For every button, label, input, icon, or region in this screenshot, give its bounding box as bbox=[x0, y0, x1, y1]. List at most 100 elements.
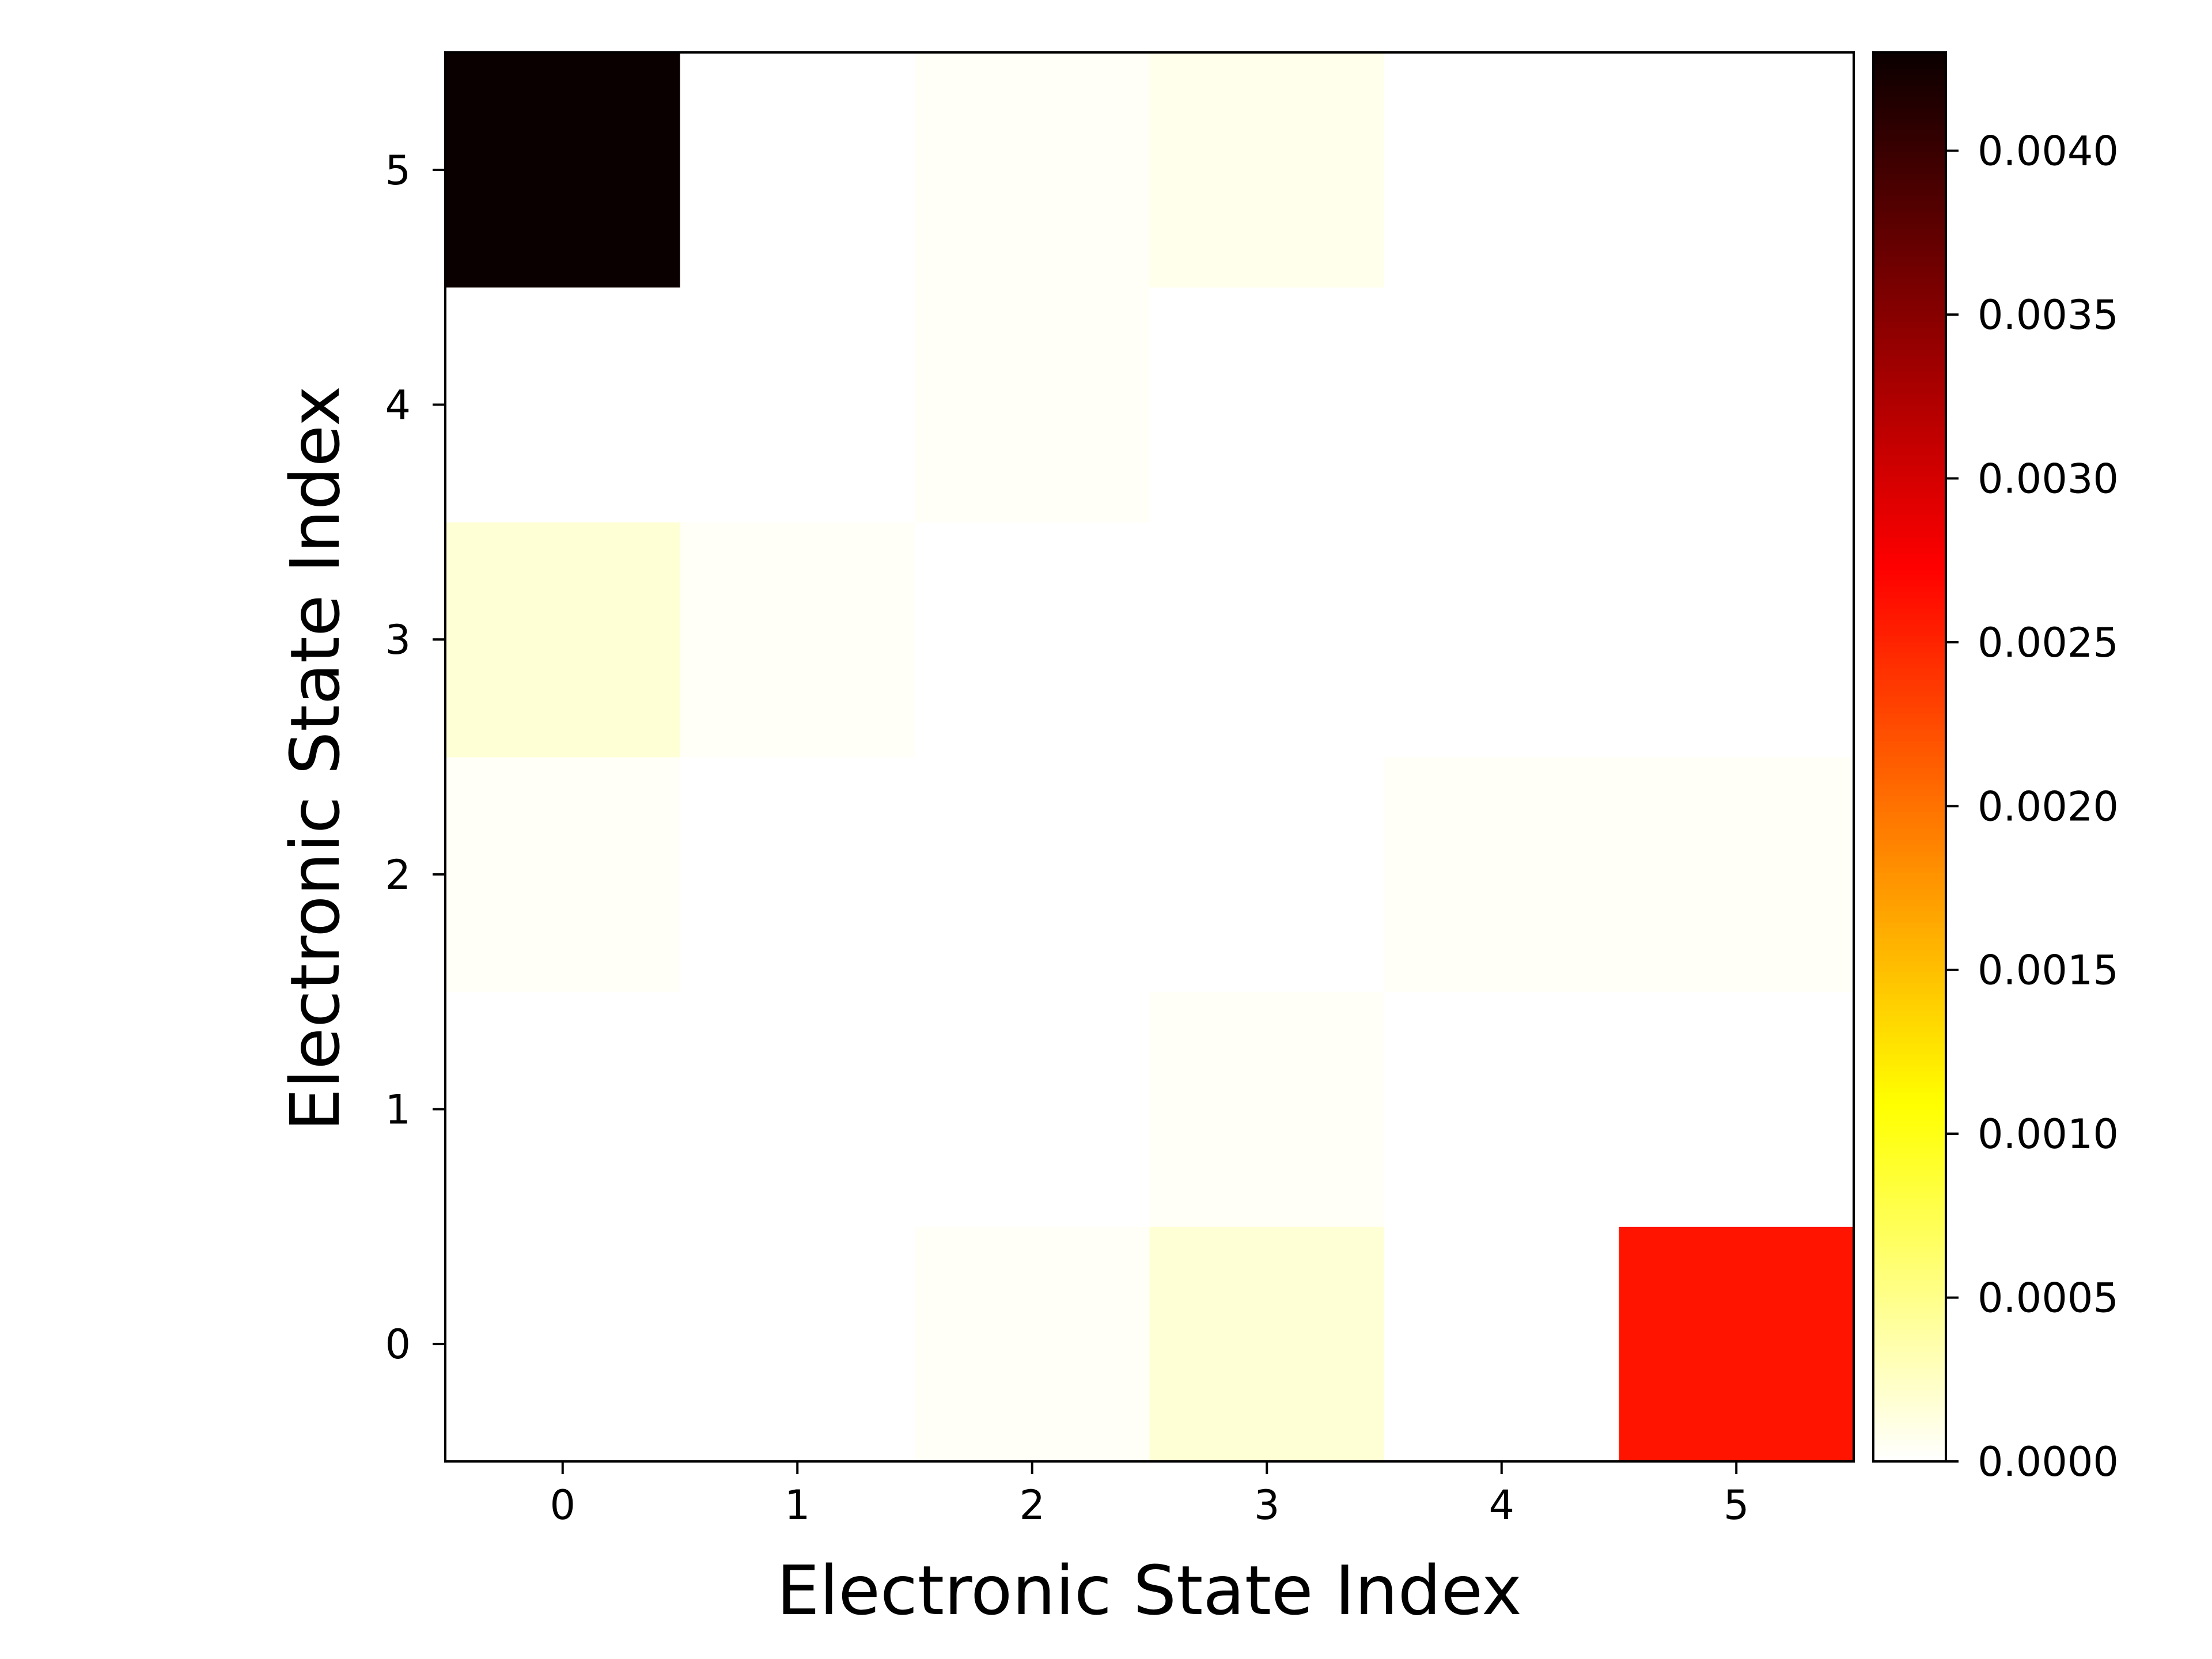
heatmap-cell-x3-y1 bbox=[1149, 991, 1385, 1227]
colorbar-segment bbox=[1873, 1279, 1946, 1286]
colorbar-segment bbox=[1873, 1131, 1946, 1137]
colorbar-segment bbox=[1873, 1081, 1946, 1088]
colorbar-segment bbox=[1873, 465, 1946, 471]
colorbar-segment bbox=[1873, 680, 1946, 686]
colorbar-segment bbox=[1873, 300, 1946, 306]
colorbar-tick-label: 0.0015 bbox=[1978, 947, 2119, 994]
heatmap-cell-x0-y0 bbox=[445, 1226, 680, 1462]
colorbar-segment bbox=[1873, 949, 1946, 956]
colorbar-segment bbox=[1873, 101, 1946, 108]
colorbar-segment bbox=[1873, 146, 1946, 152]
heatmap-cell-x4-y0 bbox=[1384, 1226, 1619, 1462]
colorbar-segment bbox=[1873, 190, 1946, 196]
colorbar-segment bbox=[1873, 1214, 1946, 1220]
colorbar-segment bbox=[1873, 960, 1946, 967]
x-tick-label: 2 bbox=[1019, 1482, 1045, 1529]
colorbar-segment bbox=[1873, 1395, 1946, 1402]
colorbar-segment bbox=[1873, 646, 1946, 653]
colorbar-segment bbox=[1873, 955, 1946, 961]
colorbar-segment bbox=[1873, 498, 1946, 505]
colorbar-segment bbox=[1873, 834, 1946, 840]
x-tick-label: 4 bbox=[1488, 1482, 1514, 1529]
colorbar-segment bbox=[1873, 179, 1946, 185]
heatmap-cell-x1-y4 bbox=[680, 287, 915, 522]
colorbar-segment bbox=[1873, 745, 1946, 752]
colorbar-segment bbox=[1873, 223, 1946, 229]
colorbar-segment bbox=[1873, 1219, 1946, 1225]
colorbar-tick-label: 0.0000 bbox=[1978, 1438, 2119, 1486]
colorbar-segment bbox=[1873, 641, 1946, 647]
colorbar-segment bbox=[1873, 916, 1946, 923]
colorbar-segment bbox=[1873, 536, 1946, 543]
heatmap-cell-x2-y2 bbox=[915, 757, 1150, 993]
colorbar-segment bbox=[1873, 1169, 1946, 1176]
colorbar-segment bbox=[1873, 1103, 1946, 1110]
heatmap-cell-x1-y2 bbox=[680, 757, 915, 993]
colorbar-segment bbox=[1873, 1153, 1946, 1160]
colorbar-segment bbox=[1873, 855, 1946, 862]
colorbar-segment bbox=[1873, 1048, 1946, 1055]
colorbar-segment bbox=[1873, 1406, 1946, 1412]
heatmap-cell-x0-y5 bbox=[445, 52, 680, 288]
heatmap-cell-x1-y5 bbox=[680, 52, 915, 288]
colorbar-segment bbox=[1873, 393, 1946, 400]
colorbar-segment bbox=[1873, 1230, 1946, 1236]
colorbar-segment bbox=[1873, 1290, 1946, 1297]
colorbar-segment bbox=[1873, 311, 1946, 317]
heatmap-cell-x2-y5 bbox=[915, 52, 1150, 288]
colorbar-segment bbox=[1873, 828, 1946, 835]
colorbar-segment bbox=[1873, 1098, 1946, 1104]
heatmap-cell-x1-y3 bbox=[680, 522, 915, 757]
colorbar-segment bbox=[1873, 1087, 1946, 1093]
colorbar-segment bbox=[1873, 674, 1946, 680]
colorbar-segment bbox=[1873, 1126, 1946, 1132]
colorbar-segment bbox=[1873, 850, 1946, 857]
colorbar-segment bbox=[1873, 1252, 1946, 1259]
colorbar-segment bbox=[1873, 1423, 1946, 1429]
colorbar-segment bbox=[1873, 305, 1946, 312]
colorbar-segment bbox=[1873, 1340, 1946, 1346]
colorbar-segment bbox=[1873, 382, 1946, 389]
colorbar-segment bbox=[1873, 751, 1946, 757]
colorbar-segment bbox=[1873, 1065, 1946, 1071]
colorbar-segment bbox=[1873, 927, 1946, 934]
colorbar-segment bbox=[1873, 669, 1946, 675]
colorbar-segment bbox=[1873, 1076, 1946, 1082]
colorbar-segment bbox=[1873, 1202, 1946, 1209]
colorbar-segment bbox=[1873, 377, 1946, 383]
colorbar-segment bbox=[1873, 1032, 1946, 1038]
colorbar-segment bbox=[1873, 823, 1946, 829]
colorbar-segment bbox=[1873, 861, 1946, 868]
x-tick-label: 5 bbox=[1724, 1482, 1749, 1529]
colorbar-segment bbox=[1873, 113, 1946, 119]
colorbar-segment bbox=[1873, 691, 1946, 697]
colorbar-segment bbox=[1873, 1180, 1946, 1187]
colorbar-segment bbox=[1873, 1016, 1946, 1022]
heatmap-cell-x5-y0 bbox=[1619, 1226, 1854, 1462]
colorbar-segment bbox=[1873, 289, 1946, 296]
colorbar-segment bbox=[1873, 333, 1946, 339]
colorbar-segment bbox=[1873, 1027, 1946, 1033]
colorbar-segment bbox=[1873, 977, 1946, 983]
colorbar-segment bbox=[1873, 79, 1946, 86]
colorbar-segment bbox=[1873, 1147, 1946, 1154]
colorbar-segment bbox=[1873, 1137, 1946, 1143]
colorbar-segment bbox=[1873, 878, 1946, 884]
colorbar-segment bbox=[1873, 547, 1946, 554]
colorbar-segment bbox=[1873, 1208, 1946, 1214]
heatmap-cells bbox=[445, 52, 1854, 1462]
heatmap-cell-x3-y0 bbox=[1149, 1226, 1385, 1462]
colorbar-segment bbox=[1873, 1236, 1946, 1242]
colorbar-segment bbox=[1873, 124, 1946, 130]
heatmap-cell-x3-y3 bbox=[1149, 522, 1385, 757]
colorbar-segment bbox=[1873, 553, 1946, 559]
colorbar-segment bbox=[1873, 844, 1946, 851]
colorbar-segment bbox=[1873, 1191, 1946, 1198]
colorbar-segment bbox=[1873, 482, 1946, 488]
heatmap-cell-x1-y0 bbox=[680, 1226, 915, 1462]
colorbar-segment bbox=[1873, 795, 1946, 802]
colorbar-segment bbox=[1873, 151, 1946, 158]
colorbar-segment bbox=[1873, 883, 1946, 889]
y-tick-label: 2 bbox=[385, 851, 411, 899]
